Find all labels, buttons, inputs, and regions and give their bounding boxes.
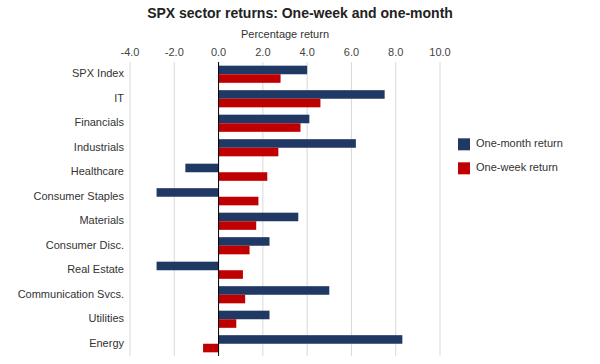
y-tick-label: Consumer Disc. xyxy=(46,239,124,251)
bar xyxy=(203,344,219,353)
bar xyxy=(219,66,308,75)
x-tick-label: 10.0 xyxy=(429,46,450,58)
bar xyxy=(157,262,219,271)
bar xyxy=(219,90,385,99)
legend-swatch xyxy=(458,138,470,150)
bar xyxy=(185,164,218,173)
grid-line xyxy=(351,62,352,356)
x-tick-label: -2.0 xyxy=(165,46,184,58)
bar xyxy=(219,99,321,108)
y-tick-label: Communication Svcs. xyxy=(18,288,124,300)
x-axis-label: Percentage return xyxy=(241,28,329,40)
grid-line xyxy=(174,62,175,356)
y-tick-label: Healthcare xyxy=(71,165,124,177)
x-tick-label: 8.0 xyxy=(388,46,403,58)
bar xyxy=(219,295,246,304)
y-tick-label: Industrials xyxy=(74,141,125,153)
legend: One-month return One-week return xyxy=(458,137,563,174)
grid-line xyxy=(130,62,131,356)
bar xyxy=(219,311,270,320)
bar xyxy=(219,74,281,83)
bar xyxy=(219,139,356,148)
bar xyxy=(219,123,301,132)
legend-swatch xyxy=(458,162,470,174)
grid-line xyxy=(395,62,396,356)
bar xyxy=(219,115,310,124)
bar xyxy=(219,237,270,246)
bars xyxy=(157,66,403,353)
grid-line xyxy=(440,62,441,356)
legend-label: One-month return xyxy=(476,137,563,149)
y-tick-label: IT xyxy=(114,92,124,104)
x-tick-label: 0.0 xyxy=(211,46,226,58)
bar xyxy=(219,319,237,328)
title: SPX sector returns: One-week and one-mon… xyxy=(147,5,453,21)
bar xyxy=(219,270,243,279)
bar xyxy=(219,246,250,255)
x-tick-label: 2.0 xyxy=(255,46,270,58)
grid-line xyxy=(218,62,219,356)
y-tick-label: SPX Index xyxy=(72,67,124,79)
bar xyxy=(219,221,257,230)
grid xyxy=(130,62,440,356)
y-tick-label: Consumer Staples xyxy=(34,190,125,202)
bar xyxy=(219,197,259,206)
x-tick-label: 6.0 xyxy=(344,46,359,58)
y-tick-label: Utilities xyxy=(89,312,125,324)
bar xyxy=(219,286,330,295)
bar xyxy=(219,172,268,181)
y-tick-label: Materials xyxy=(79,214,124,226)
x-tick-label: -4.0 xyxy=(121,46,140,58)
bar xyxy=(219,335,403,344)
chart: SPX sector returns: One-week and one-mon… xyxy=(0,0,600,364)
x-tick-label: 4.0 xyxy=(299,46,314,58)
legend-label: One-week return xyxy=(476,161,558,173)
bar xyxy=(157,188,219,197)
y-tick-label: Energy xyxy=(89,337,124,349)
zero-line xyxy=(218,62,219,356)
y-tick-label: Financials xyxy=(74,116,124,128)
y-tick-label: Real Estate xyxy=(67,263,124,275)
bar xyxy=(219,213,299,222)
bar xyxy=(219,148,279,157)
